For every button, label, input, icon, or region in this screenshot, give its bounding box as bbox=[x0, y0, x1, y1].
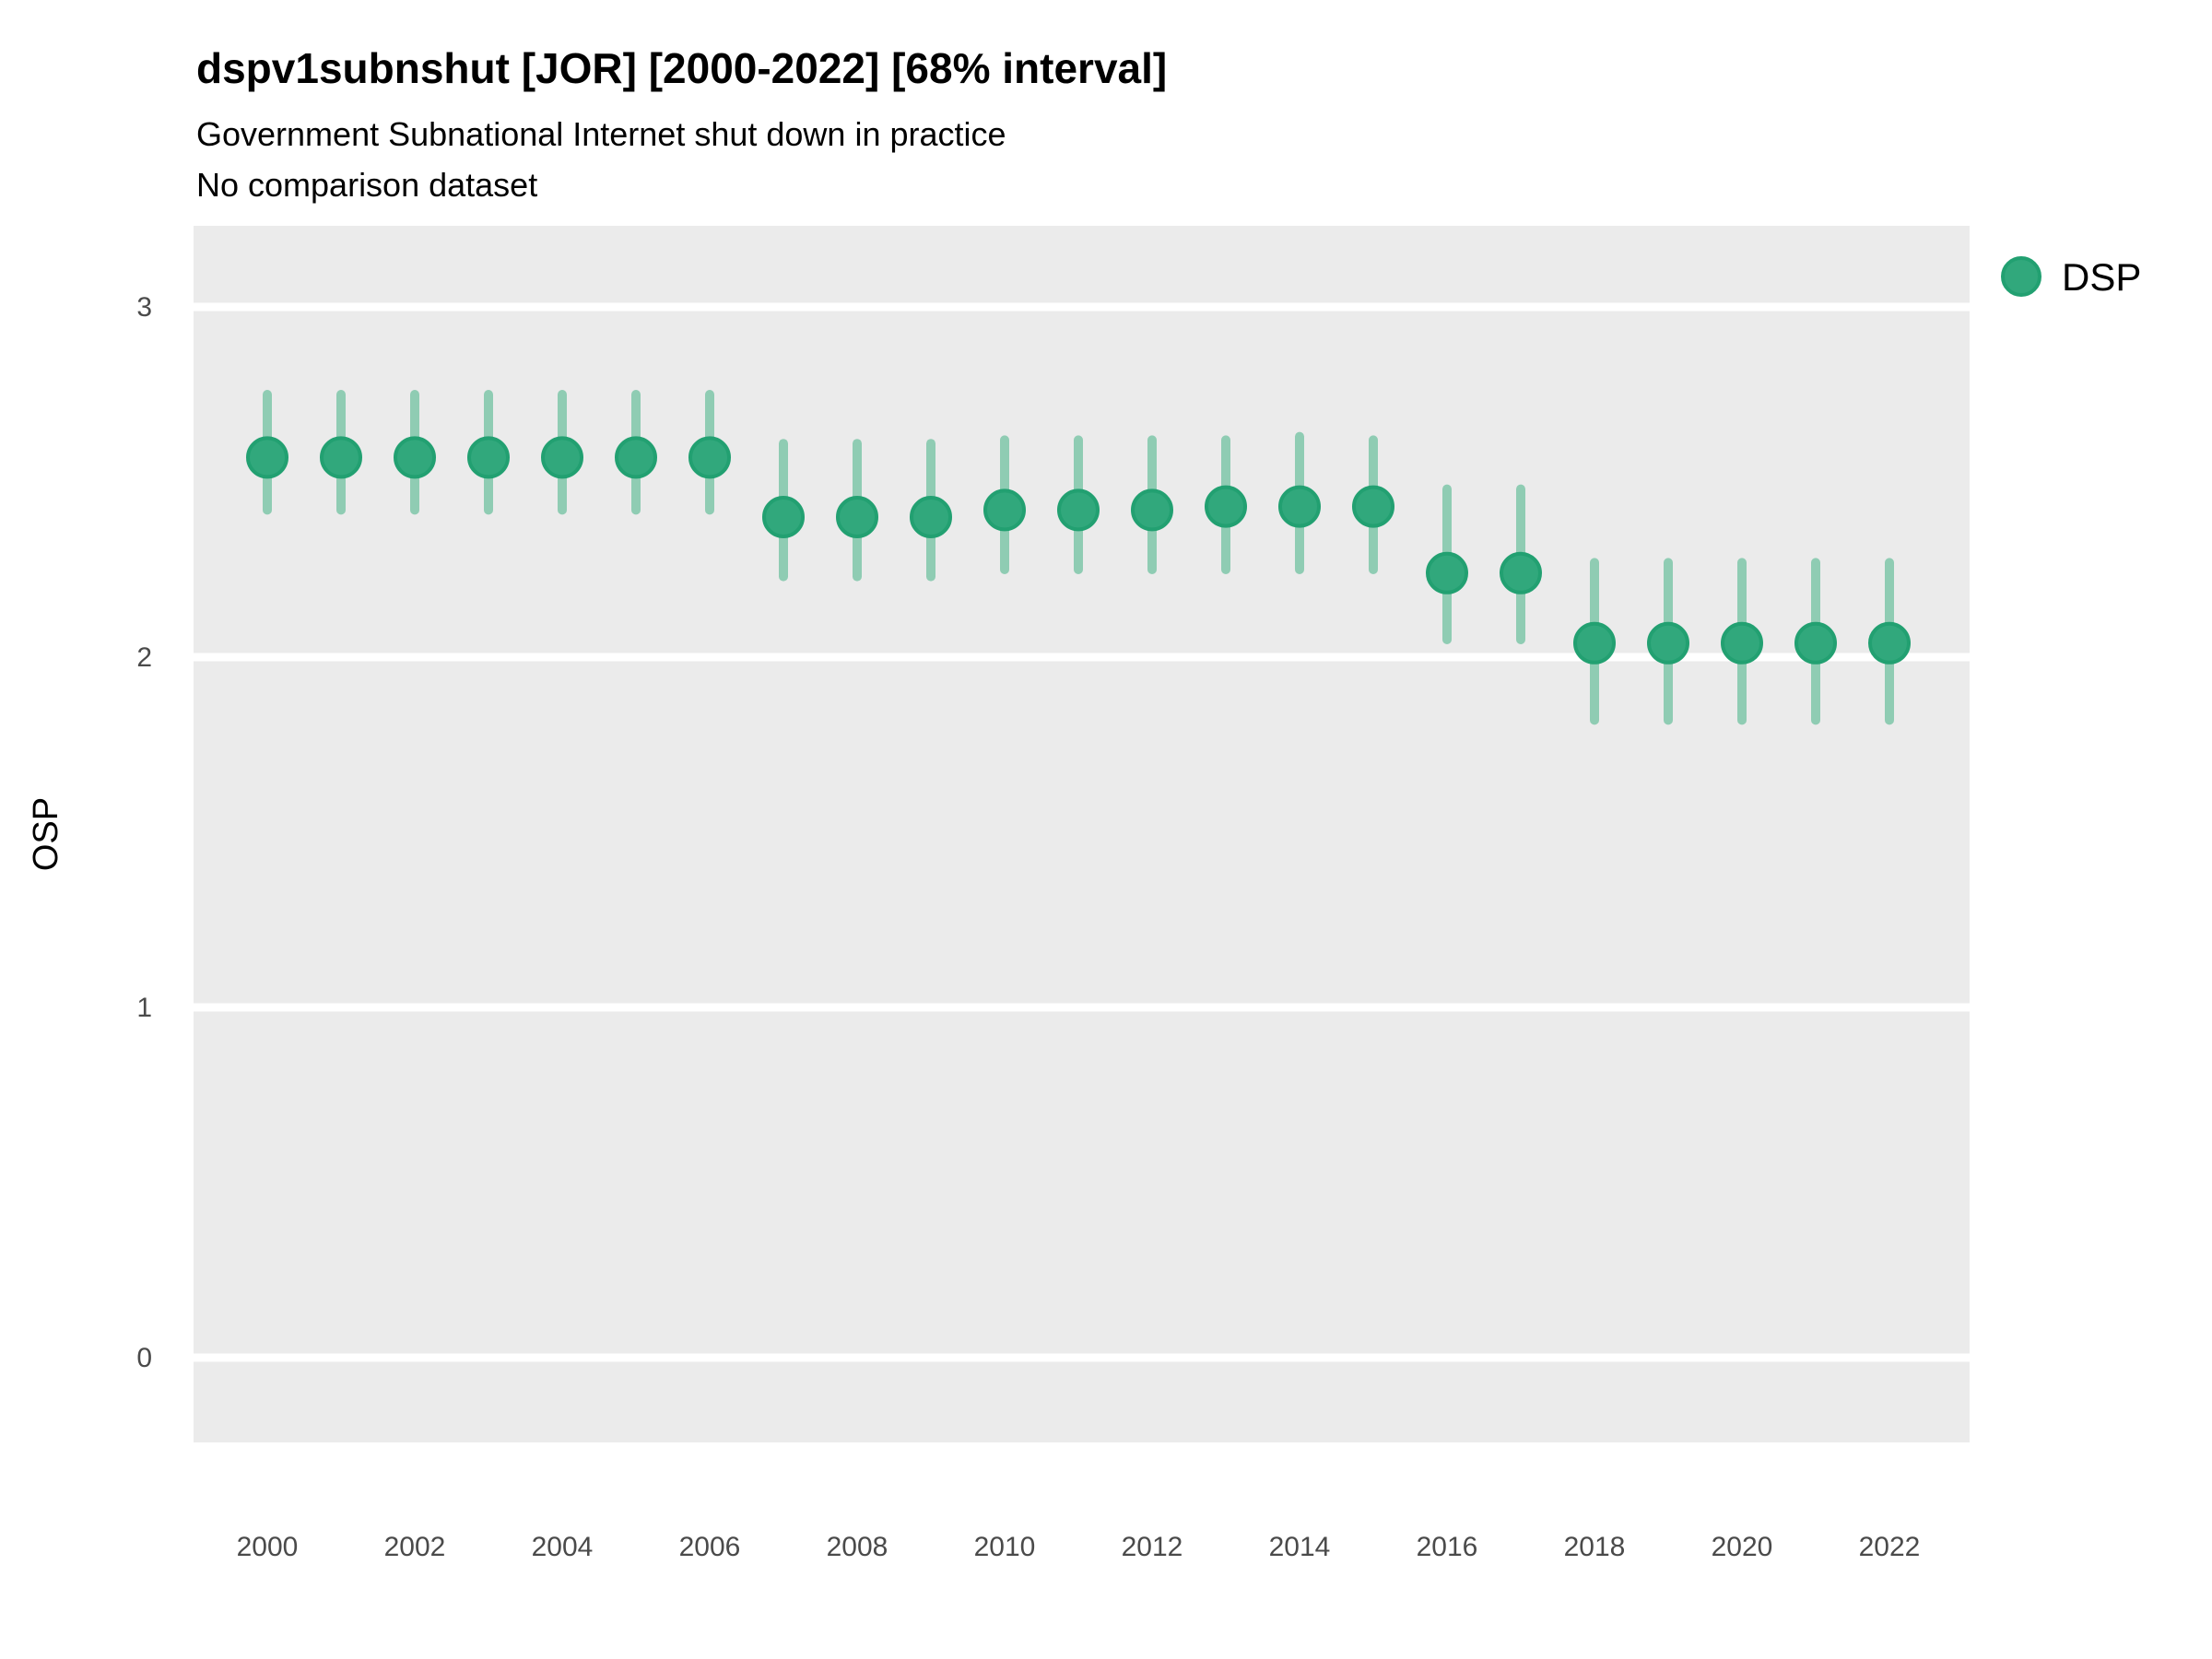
point-estimate-2001 bbox=[320, 436, 362, 479]
plot-panel bbox=[194, 226, 1970, 1442]
point-estimate-2014 bbox=[1278, 485, 1321, 528]
pointrange-dsp-2013 bbox=[1205, 435, 1247, 574]
point-estimate-2015 bbox=[1352, 485, 1394, 528]
x-tick-label-2018: 2018 bbox=[1564, 1532, 1626, 1562]
pointrange-dsp-2005 bbox=[615, 390, 657, 515]
pointrange-dsp-2003 bbox=[467, 390, 510, 515]
pointrange-dsp-2010 bbox=[983, 435, 1026, 574]
point-estimate-2017 bbox=[1500, 551, 1542, 594]
legend: DSP bbox=[2001, 255, 2141, 299]
y-axis-title: OSP bbox=[27, 797, 65, 871]
pointrange-dsp-2021 bbox=[1794, 558, 1837, 725]
point-estimate-2009 bbox=[910, 496, 952, 538]
x-tick-label-2002: 2002 bbox=[384, 1532, 446, 1562]
point-estimate-2000 bbox=[246, 436, 288, 479]
pointrange-dsp-2012 bbox=[1131, 435, 1173, 574]
gridlines-layer bbox=[194, 302, 1970, 1362]
x-tick-label-2000: 2000 bbox=[237, 1532, 299, 1562]
pointrange-dsp-2000 bbox=[246, 390, 288, 515]
point-estimate-2012 bbox=[1131, 488, 1173, 532]
point-estimate-2010 bbox=[983, 488, 1026, 532]
point-estimate-2006 bbox=[688, 436, 731, 479]
y-tick-label-2: 2 bbox=[136, 642, 152, 673]
y-tick-label-0: 0 bbox=[136, 1343, 152, 1373]
point-estimate-2011 bbox=[1057, 488, 1100, 532]
legend-dsp-label: DSP bbox=[2062, 255, 2141, 299]
pointrange-dsp-2002 bbox=[394, 390, 436, 515]
chart-subtitle-line1: Government Subnational Internet shut dow… bbox=[196, 115, 1006, 153]
point-estimate-2021 bbox=[1794, 621, 1837, 665]
point-estimate-2004 bbox=[541, 436, 583, 479]
pointrange-dsp-2018 bbox=[1573, 558, 1616, 725]
x-tick-label-2014: 2014 bbox=[1269, 1532, 1331, 1562]
point-estimate-2016 bbox=[1426, 551, 1468, 594]
point-estimate-2020 bbox=[1721, 621, 1763, 665]
pointrange-dsp-2007 bbox=[762, 439, 805, 582]
pointrange-dsp-2004 bbox=[541, 390, 583, 515]
legend-dsp-marker-icon bbox=[2001, 256, 2041, 297]
data-layer bbox=[246, 390, 1911, 725]
chart-subtitle-line2: No comparison dataset bbox=[196, 166, 537, 204]
point-estimate-2013 bbox=[1205, 485, 1247, 528]
pointrange-dsp-2001 bbox=[320, 390, 362, 515]
pointrange-dsp-2014 bbox=[1278, 431, 1321, 574]
chart-title: dspv1subnshut [JOR] [2000-2022] [68% int… bbox=[196, 44, 1167, 92]
point-estimate-2008 bbox=[836, 496, 878, 538]
x-tick-label-2016: 2016 bbox=[1417, 1532, 1478, 1562]
pointrange-dsp-2017 bbox=[1500, 484, 1542, 644]
point-estimate-2007 bbox=[762, 496, 805, 538]
point-estimate-2003 bbox=[467, 436, 510, 479]
point-estimate-2018 bbox=[1573, 621, 1616, 665]
x-tick-label-2006: 2006 bbox=[679, 1532, 741, 1562]
pointrange-dsp-2019 bbox=[1647, 558, 1689, 725]
pointrange-dsp-2006 bbox=[688, 390, 731, 515]
x-tick-label-2012: 2012 bbox=[1122, 1532, 1183, 1562]
point-estimate-2005 bbox=[615, 436, 657, 479]
y-tick-label-3: 3 bbox=[136, 292, 152, 323]
pointrange-dsp-2016 bbox=[1426, 484, 1468, 644]
x-tick-label-2022: 2022 bbox=[1859, 1532, 1921, 1562]
y-tick-labels-layer: 0 1 2 3 bbox=[136, 292, 152, 1373]
y-tick-label-1: 1 bbox=[136, 993, 152, 1023]
x-tick-label-2020: 2020 bbox=[1712, 1532, 1773, 1562]
point-estimate-2002 bbox=[394, 436, 436, 479]
pointrange-dsp-2022 bbox=[1868, 558, 1911, 725]
x-tick-labels-layer: 2000 2002 2004 2006 2008 2010 2012 2014 2016 2018… bbox=[237, 1532, 1921, 1562]
pointrange-dsp-2009 bbox=[910, 439, 952, 582]
pointrange-dsp-2008 bbox=[836, 439, 878, 582]
point-estimate-2019 bbox=[1647, 621, 1689, 665]
pointrange-dsp-2020 bbox=[1721, 558, 1763, 725]
pointrange-dsp-2011 bbox=[1057, 435, 1100, 574]
x-tick-label-2004: 2004 bbox=[532, 1532, 594, 1562]
x-tick-label-2010: 2010 bbox=[974, 1532, 1036, 1562]
x-tick-label-2008: 2008 bbox=[827, 1532, 888, 1562]
point-estimate-2022 bbox=[1868, 621, 1911, 665]
pointrange-dsp-2015 bbox=[1352, 435, 1394, 574]
